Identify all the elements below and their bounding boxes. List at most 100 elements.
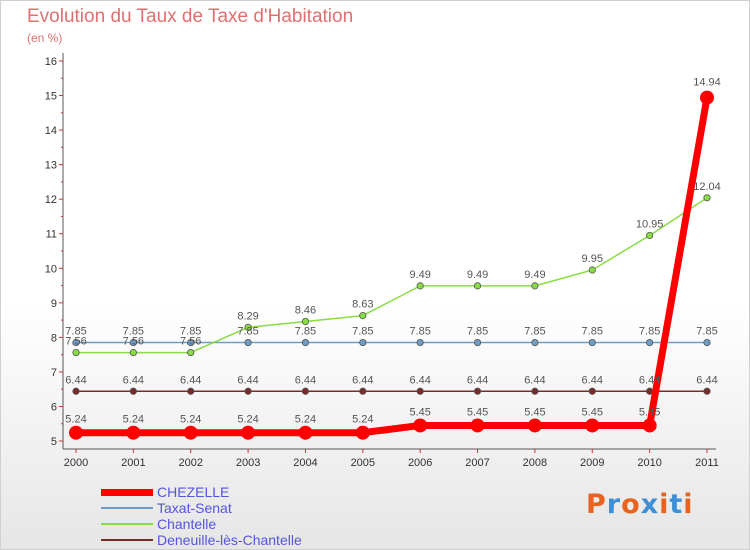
- data-point: [129, 348, 137, 357]
- logo-letter: P: [586, 489, 607, 520]
- data-point: [359, 338, 367, 347]
- x-tick-label: 2000: [64, 457, 88, 469]
- series-line-chezelle: [72, 94, 711, 437]
- data-point: [301, 338, 310, 347]
- data-label: 6.44: [524, 374, 545, 386]
- data-point: [301, 387, 310, 395]
- data-point: [129, 338, 137, 347]
- data-label: 7.85: [524, 326, 545, 338]
- data-point: [359, 311, 367, 320]
- data-point: [301, 317, 310, 326]
- data-point: [588, 266, 596, 274]
- data-label: 8.63: [352, 299, 373, 311]
- data-point: [527, 418, 542, 433]
- y-tick-label: 13: [45, 160, 57, 172]
- y-tick-label: 15: [45, 91, 57, 103]
- data-label: 7.85: [65, 326, 86, 338]
- y-tick-label: 11: [46, 229, 57, 241]
- data-point: [187, 387, 195, 395]
- data-point: [72, 387, 80, 395]
- x-tick-label: 2007: [465, 457, 489, 469]
- data-label: 7.56: [180, 336, 201, 348]
- data-label: 7.56: [65, 336, 86, 348]
- data-point: [187, 348, 195, 357]
- proxiti-logo[interactable]: Proxiti: [586, 489, 694, 520]
- data-point: [473, 338, 482, 347]
- data-point: [642, 418, 657, 433]
- data-point: [700, 90, 714, 105]
- data-label: 7.85: [180, 326, 201, 338]
- data-point: [531, 338, 539, 347]
- x-tick-label: 2011: [695, 457, 719, 469]
- data-point: [129, 387, 137, 395]
- data-label: 7.56: [123, 336, 144, 348]
- data-point: [72, 348, 80, 357]
- data-label: 6.44: [696, 374, 717, 386]
- data-label: 7.85: [409, 326, 430, 338]
- data-point: [416, 282, 424, 290]
- chart-data-labels: 6.44 6.44 6.44 6.44 6.44 6.44 6.44 6.44 6.44 6.44…: [65, 77, 720, 426]
- data-point: [588, 338, 596, 347]
- series-line-chantelle: [75, 197, 708, 354]
- data-point: [241, 425, 256, 440]
- x-tick-label: 2002: [178, 457, 202, 469]
- y-tick-label: 7: [51, 367, 57, 379]
- data-point: [646, 338, 654, 347]
- data-label: 5.24: [237, 414, 258, 426]
- chart-series: [69, 90, 714, 440]
- chart-axes: 5 6 7 8 9 10 11 12 13 14 15 16 2000 2001 2002 2003 2004 2…: [45, 53, 719, 469]
- logo-letter: i: [683, 489, 694, 520]
- legend-swatch: [101, 507, 153, 509]
- data-point: [646, 231, 654, 240]
- logo-letter: t: [669, 489, 684, 520]
- x-tick-label: 2005: [351, 457, 375, 469]
- y-tick-label: 10: [45, 263, 57, 275]
- data-label: 9.49: [409, 269, 430, 281]
- x-tick-label: 2001: [121, 457, 145, 469]
- x-tick-label: 2006: [408, 457, 432, 469]
- data-point: [69, 425, 83, 440]
- data-point: [473, 387, 482, 395]
- data-label: 5.45: [582, 406, 603, 418]
- data-label: 5.45: [524, 406, 545, 418]
- data-label: 9.49: [467, 269, 488, 281]
- data-label: 6.44: [295, 374, 316, 386]
- y-tick-label: 14: [45, 125, 57, 137]
- data-point: [416, 387, 424, 395]
- data-label: 14.94: [693, 77, 721, 89]
- data-label: 5.45: [467, 406, 488, 418]
- data-label: 7.85: [237, 326, 258, 338]
- legend-label: Deneuille-lès-Chantelle: [157, 532, 302, 548]
- data-label: 7.85: [582, 326, 603, 338]
- data-point: [72, 338, 80, 347]
- x-tick-label: 2009: [580, 457, 604, 469]
- data-label: 6.44: [123, 374, 144, 386]
- data-point: [187, 338, 195, 347]
- data-point: [703, 338, 711, 347]
- logo-letter: o: [621, 489, 641, 520]
- data-label: 5.24: [352, 414, 373, 426]
- data-label: 5.24: [65, 414, 86, 426]
- x-tick-label: 2010: [637, 457, 661, 469]
- data-label: 7.85: [123, 326, 144, 338]
- data-label: 6.44: [467, 374, 488, 386]
- data-label: 6.44: [639, 374, 660, 386]
- data-point: [703, 194, 711, 202]
- data-point: [298, 425, 313, 440]
- data-point: [531, 387, 539, 395]
- data-label: 8.46: [295, 304, 316, 316]
- y-tick-label: 6: [51, 401, 57, 413]
- data-label: 5.24: [295, 414, 316, 426]
- data-label: 12.04: [693, 181, 721, 193]
- chart-subtitle: (en %): [27, 31, 63, 45]
- data-label: 8.29: [237, 310, 258, 322]
- data-label: 7.85: [696, 326, 717, 338]
- data-point: [703, 387, 711, 395]
- x-tick-label: 2004: [293, 457, 317, 469]
- data-label: 7.85: [352, 326, 373, 338]
- logo-letter: x: [640, 489, 660, 520]
- x-tick-label: 2003: [236, 457, 260, 469]
- legend-label: Taxat-Senat: [157, 500, 232, 516]
- legend-swatch: [101, 539, 153, 541]
- data-label: 5.45: [639, 406, 660, 418]
